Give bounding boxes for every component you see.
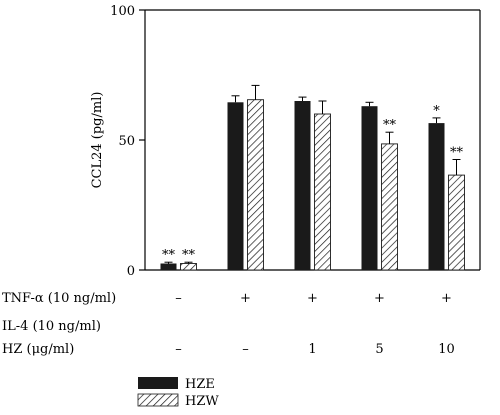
bar-hzw-3 xyxy=(381,143,398,271)
bar-hzw-2 xyxy=(314,113,331,271)
y-ticks: 0 50 100 xyxy=(110,4,145,279)
legend: HZE HZW xyxy=(137,377,219,409)
condition-value-2-0: – xyxy=(175,342,182,357)
bar-hzw-0 xyxy=(180,263,197,271)
significance-hze-0: ** xyxy=(162,248,176,263)
legend-label-hze: HZE xyxy=(185,377,215,392)
bar-hze-2 xyxy=(294,101,311,270)
condition-label-0: TNF-α (10 ng/ml) xyxy=(2,291,116,306)
bar-hze-3 xyxy=(361,106,378,270)
bar-hze-4 xyxy=(428,123,445,270)
y-tick-label-1: 50 xyxy=(118,134,135,149)
legend-swatch-hzw xyxy=(137,393,179,407)
bar-hzw-4 xyxy=(448,174,465,271)
condition-value-0-1: + xyxy=(240,291,251,306)
legend-swatch-hze xyxy=(138,377,178,389)
condition-value-0-2: + xyxy=(307,291,318,306)
y-tick-label-0: 0 xyxy=(127,264,135,279)
bars xyxy=(160,99,465,271)
condition-value-2-1: – xyxy=(242,342,249,357)
significance-hzw-3: ** xyxy=(383,118,397,133)
condition-value-2-2: 1 xyxy=(308,342,316,357)
significance-hze-4: * xyxy=(433,104,440,119)
legend-label-hzw: HZW xyxy=(185,394,219,409)
condition-value-0-0: – xyxy=(175,291,182,306)
significance-hzw-0: ** xyxy=(182,248,196,263)
condition-value-2-4: 10 xyxy=(438,342,455,357)
bar-hze-0 xyxy=(160,263,177,270)
bar-hzw-1 xyxy=(247,99,264,271)
condition-value-2-3: 5 xyxy=(375,342,383,357)
condition-value-0-4: + xyxy=(441,291,452,306)
bar-hze-1 xyxy=(227,102,244,270)
condition-label-1: IL-4 (10 ng/ml) xyxy=(2,319,101,334)
error-bars xyxy=(164,84,461,264)
significance-hzw-4: ** xyxy=(450,146,464,161)
condition-label-2: HZ (μg/ml) xyxy=(2,342,74,357)
y-axis-label: CCL24 (pg/ml) xyxy=(90,92,105,189)
significance-marks: ********* xyxy=(162,104,464,263)
condition-value-0-3: + xyxy=(374,291,385,306)
y-tick-label-2: 100 xyxy=(110,4,135,19)
condition-table: TNF-α (10 ng/ml) – + + + + IL-4 (10 ng/ml) HZ (… xyxy=(2,291,455,357)
